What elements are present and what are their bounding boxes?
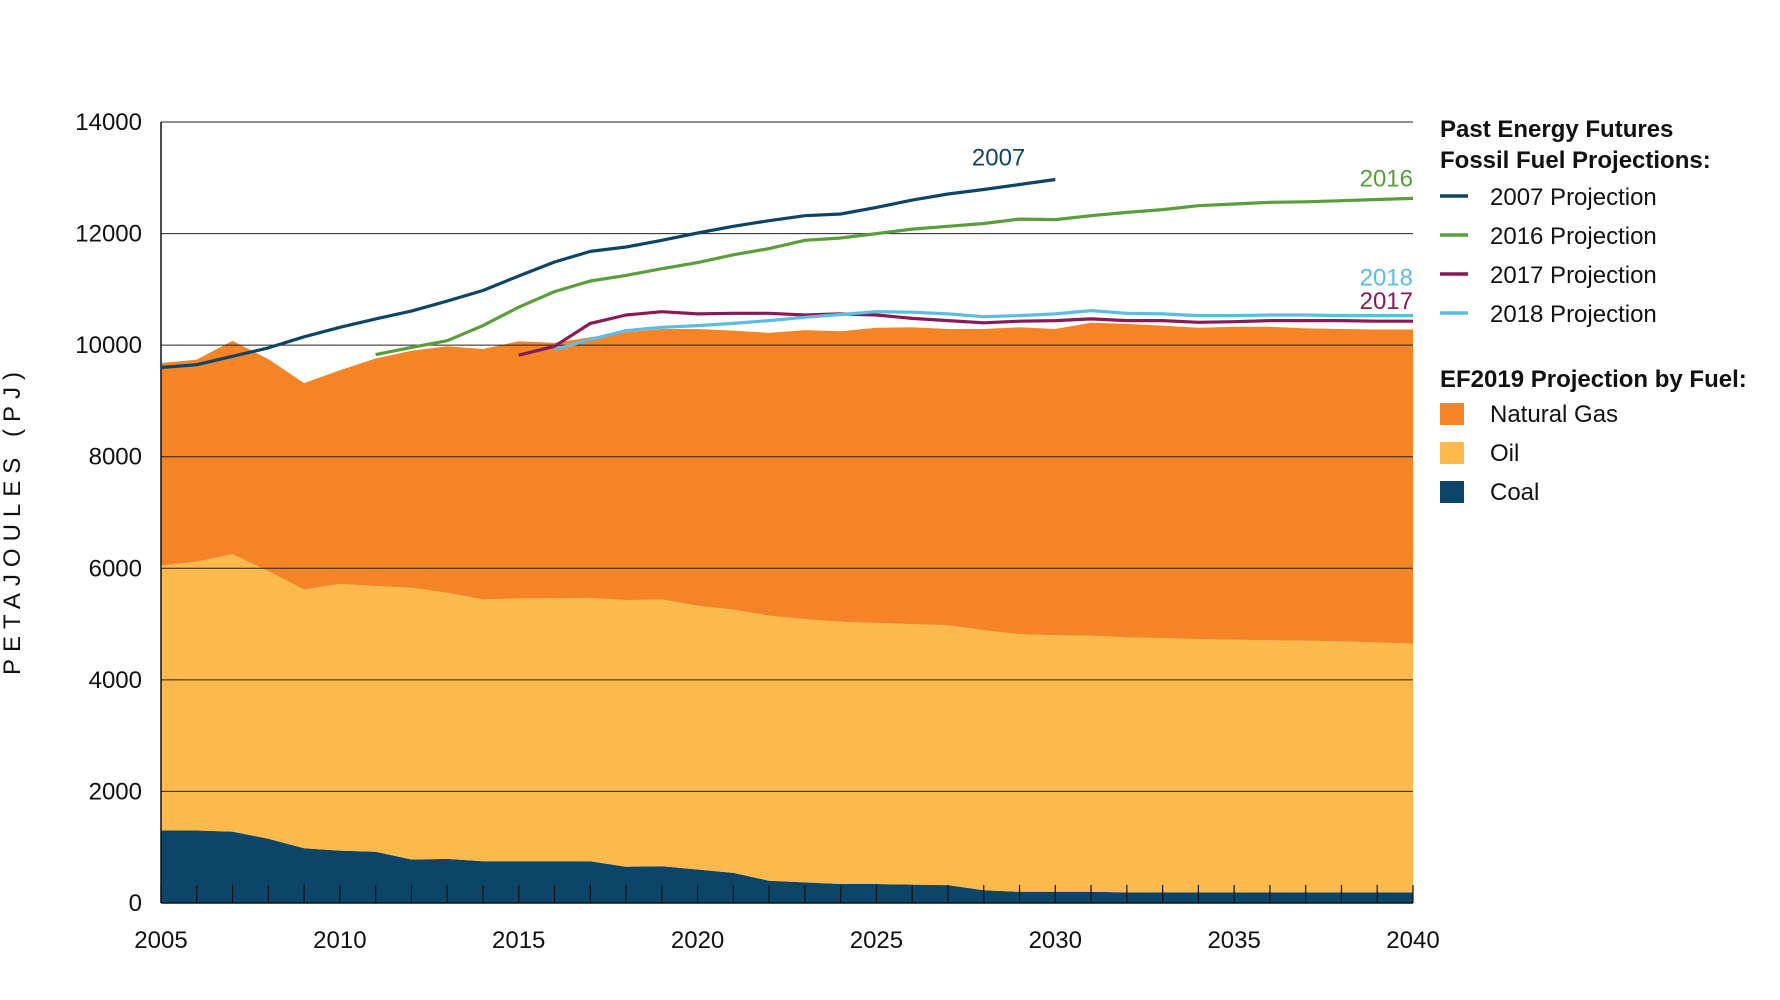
line-end-label-2007: 2007 [972, 144, 1025, 171]
legend-line-label: 2016 Projection [1490, 223, 1657, 250]
x-tick-label: 2040 [1386, 927, 1439, 954]
y-tick-label: 0 [129, 890, 142, 917]
x-tick-label: 2015 [492, 927, 545, 954]
x-tick-label: 2005 [134, 927, 187, 954]
y-tick-label: 8000 [89, 444, 142, 471]
legend: Past Energy Futures Fossil Fuel Projecti… [1440, 116, 1747, 506]
legend-line-entries: 2007 Projection 2016 Projection 2017 Proje… [1440, 184, 1657, 328]
legend-fuel-swatch [1440, 442, 1464, 464]
legend-fuel-entries: Natural Gas Oil Coal [1440, 401, 1618, 506]
legend-fuel-swatch [1440, 481, 1464, 503]
area-layer [161, 322, 1413, 903]
legend-fuel-label: Coal [1490, 479, 1539, 506]
legend-fuel-label: Natural Gas [1490, 401, 1618, 428]
gridlines [161, 121, 1413, 792]
area-natural-gas [161, 322, 1413, 644]
legend-line-label: 2018 Projection [1490, 301, 1657, 328]
legend-fuel-swatch [1440, 403, 1464, 425]
x-tick-label: 2035 [1207, 927, 1260, 954]
y-tick-label: 2000 [89, 778, 142, 805]
axes [160, 122, 1414, 904]
line-2017-projection [518, 310, 1413, 357]
legend-fuel-title: EF2019 Projection by Fuel: [1440, 366, 1747, 393]
tick-labels: 0 2000 4000 6000 8000 10000 12000 14000 2005 2010… [75, 109, 1439, 954]
y-tick-label: 12000 [75, 221, 142, 248]
line-2016-projection [375, 196, 1414, 357]
line-2018-projection [554, 309, 1413, 352]
legend-line-label: 2017 Projection [1490, 262, 1657, 289]
legend-lines-title-2: Fossil Fuel Projections: [1440, 147, 1711, 174]
x-tick-label: 2025 [850, 927, 903, 954]
legend-fuel-label: Oil [1490, 440, 1519, 467]
legend-lines-title-1: Past Energy Futures [1440, 116, 1673, 143]
line-end-label-2018: 2018 [1360, 265, 1413, 292]
y-tick-label: 14000 [75, 109, 142, 136]
y-tick-label: 6000 [89, 555, 142, 582]
y-tick-label: 4000 [89, 667, 142, 694]
area-coal [161, 830, 1413, 903]
y-tick-label: 10000 [75, 332, 142, 359]
x-tick-label: 2030 [1029, 927, 1082, 954]
area-oil [161, 554, 1413, 893]
line-end-label-2016: 2016 [1360, 165, 1413, 192]
y-axis-label: PETAJOULES (PJ) [0, 365, 26, 675]
legend-line-label: 2007 Projection [1490, 184, 1657, 211]
x-tick-label: 2010 [313, 927, 366, 954]
line-end-label-2017: 2017 [1360, 288, 1413, 315]
x-tick-label: 2020 [671, 927, 724, 954]
line-2007-projection [160, 177, 1056, 370]
